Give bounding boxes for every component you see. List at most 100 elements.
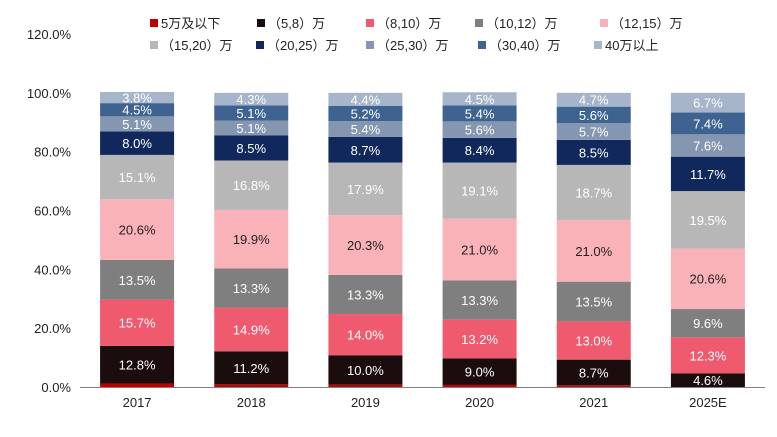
legend-label: （10,12）万 xyxy=(486,16,558,31)
bar-segment xyxy=(670,373,745,387)
y-tick-label: 20.0% xyxy=(34,321,71,336)
data-label: 8.5% xyxy=(579,145,609,160)
bar-segment xyxy=(670,309,745,338)
data-label: 19.5% xyxy=(689,213,726,228)
data-label: 13.5% xyxy=(119,273,156,288)
y-tick-label: 80.0% xyxy=(34,145,71,160)
bar-segment xyxy=(670,248,745,310)
bar-segment xyxy=(556,139,631,165)
bar-segment xyxy=(556,123,631,140)
x-tick-label: 2021 xyxy=(579,395,608,410)
bar-segment xyxy=(556,219,631,282)
data-label: 5.4% xyxy=(351,122,381,137)
data-label: 13.2% xyxy=(461,332,498,347)
bar-segment xyxy=(100,199,175,260)
x-tick-label: 2019 xyxy=(351,395,380,410)
legend-label: （30,40）万 xyxy=(489,38,561,53)
data-label: 7.4% xyxy=(693,116,723,131)
bar-segment xyxy=(442,280,517,320)
bar-segment xyxy=(328,105,403,122)
bar-segment xyxy=(328,215,403,275)
data-label: 16.8% xyxy=(233,178,270,193)
data-label: 8.5% xyxy=(236,141,266,156)
data-label: 13.3% xyxy=(233,281,270,296)
bar-segment xyxy=(670,156,745,192)
legend-label: （20,25）万 xyxy=(267,38,339,53)
legend-swatch xyxy=(256,41,264,49)
legend-swatch xyxy=(150,41,158,49)
legend-label: 5万及以下 xyxy=(161,16,220,31)
data-label: 4.5% xyxy=(122,103,152,118)
data-label: 4.7% xyxy=(579,93,609,108)
bar-segment xyxy=(214,120,289,136)
bar-segment xyxy=(100,116,175,132)
data-label: 3.8% xyxy=(122,91,152,106)
bar-segment xyxy=(214,384,289,387)
bar-segment xyxy=(670,134,745,157)
bar-segment xyxy=(214,105,289,121)
data-label: 13.0% xyxy=(575,334,612,349)
data-label: 18.7% xyxy=(575,185,612,200)
legend-label: （25,30）万 xyxy=(377,38,449,53)
data-label: 13.5% xyxy=(575,295,612,310)
data-label: 11.7% xyxy=(690,167,726,182)
bar-segment xyxy=(214,351,289,385)
bar-segment xyxy=(328,162,403,216)
data-label: 9.0% xyxy=(465,365,495,380)
bar-segment xyxy=(556,321,631,360)
bar-segment xyxy=(328,384,403,387)
bar-segment xyxy=(442,137,517,163)
data-label: 4.6% xyxy=(693,373,723,388)
bar-segment xyxy=(100,103,175,117)
data-label: 8.7% xyxy=(579,365,609,380)
bar-segment xyxy=(556,92,631,107)
bar-segment xyxy=(670,337,745,374)
data-label: 10.0% xyxy=(347,363,384,378)
bar-segment xyxy=(442,92,517,106)
data-label: 8.4% xyxy=(465,143,495,158)
data-label: 21.0% xyxy=(461,243,498,258)
bar-segment xyxy=(442,218,517,281)
data-label: 5.2% xyxy=(351,106,381,121)
y-tick-label: 120.0% xyxy=(27,27,72,42)
bar-segment xyxy=(442,319,517,359)
bar-segment xyxy=(214,209,289,269)
legend-swatch xyxy=(366,41,374,49)
bar-segment xyxy=(556,281,631,322)
y-tick-label: 0.0% xyxy=(41,380,71,395)
data-label: 17.9% xyxy=(347,182,384,197)
data-label: 12.3% xyxy=(689,348,726,363)
legend-label: 40万以上 xyxy=(605,38,658,53)
data-label: 5.6% xyxy=(465,123,495,138)
data-label: 4.3% xyxy=(236,92,266,107)
data-label: 5.1% xyxy=(236,106,266,121)
bar-segment xyxy=(670,112,745,135)
data-label: 13.3% xyxy=(461,293,498,308)
bar-segment xyxy=(100,299,175,346)
data-label: 8.0% xyxy=(122,136,152,151)
data-label: 8.7% xyxy=(351,143,381,158)
data-label: 12.8% xyxy=(119,358,156,373)
bar-segment xyxy=(670,191,745,249)
legend-label: （15,20）万 xyxy=(161,38,233,53)
bar-segment xyxy=(442,384,517,387)
bar-segment xyxy=(556,164,631,220)
bar-segment xyxy=(100,154,175,200)
y-tick-label: 100.0% xyxy=(27,86,72,101)
data-label: 5.1% xyxy=(122,117,152,132)
data-label: 19.9% xyxy=(233,232,270,247)
bar-segment xyxy=(214,135,289,161)
data-label: 14.0% xyxy=(347,328,384,343)
data-label: 5.7% xyxy=(579,125,609,140)
bar-segment xyxy=(100,91,175,104)
bar-segment xyxy=(328,92,403,106)
legend-label: （5,8）万 xyxy=(268,16,325,31)
y-tick-label: 60.0% xyxy=(34,204,71,219)
bar-segment xyxy=(442,121,517,138)
data-label: 13.3% xyxy=(347,287,384,302)
bar-segment xyxy=(556,359,631,386)
data-label: 21.0% xyxy=(575,244,612,259)
y-tick-label: 40.0% xyxy=(34,262,71,277)
